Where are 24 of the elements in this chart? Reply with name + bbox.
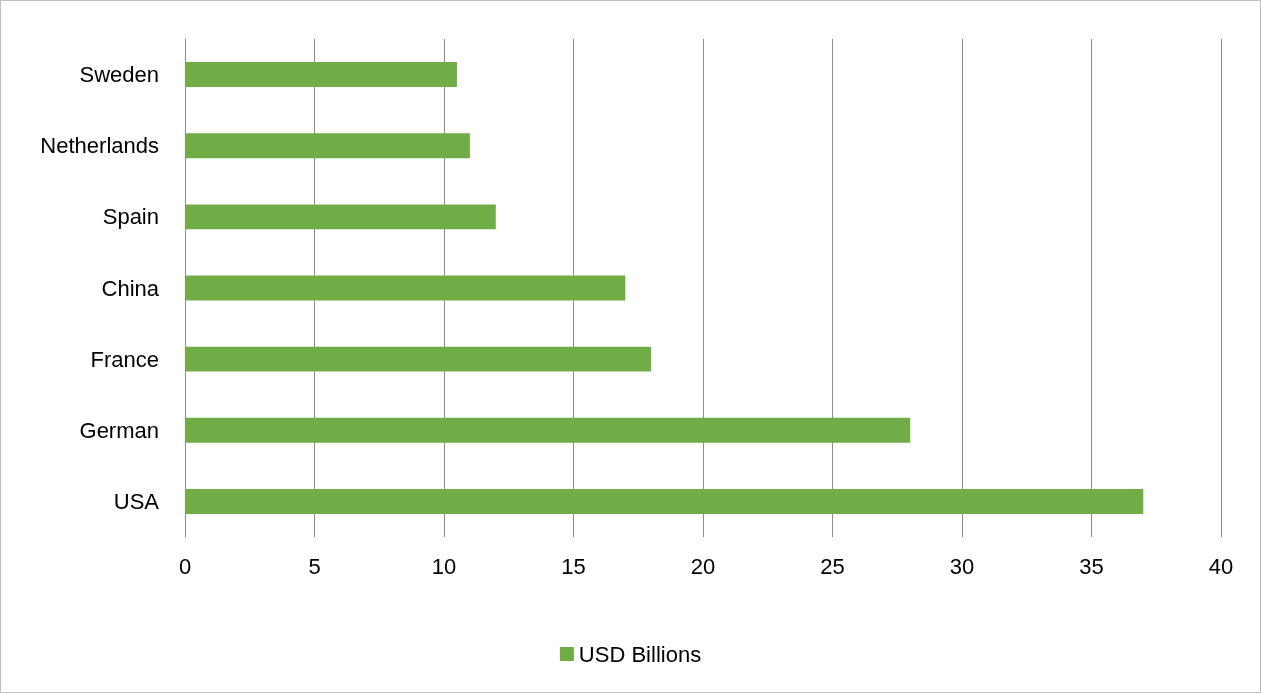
x-tick-label: 15 [561, 553, 586, 579]
y-tick-label: France [90, 346, 159, 372]
x-tick-label: 35 [1079, 553, 1104, 579]
y-tick-label: Netherlands [40, 133, 159, 159]
bar [185, 346, 652, 372]
y-tick-label: Spain [102, 204, 159, 230]
x-tick-label: 30 [949, 553, 975, 579]
y-tick-label: German [79, 417, 159, 443]
bar [185, 417, 911, 443]
x-tick-label: 20 [690, 553, 716, 579]
legend-label: USD Billions [578, 641, 702, 667]
bar [185, 275, 626, 301]
bar [185, 204, 496, 230]
x-tick-label: 40 [1208, 553, 1234, 579]
bar [185, 488, 1144, 514]
y-tick-label: USA [113, 488, 160, 514]
y-tick-label: China [101, 275, 160, 301]
y-tick-label: Sweden [79, 62, 159, 88]
x-tick-label: 25 [820, 553, 845, 579]
x-tick-label: 10 [431, 553, 457, 579]
bar [185, 62, 457, 88]
x-tick-label: 5 [308, 553, 321, 579]
bar [185, 133, 470, 159]
x-tick-label: 0 [178, 553, 192, 579]
